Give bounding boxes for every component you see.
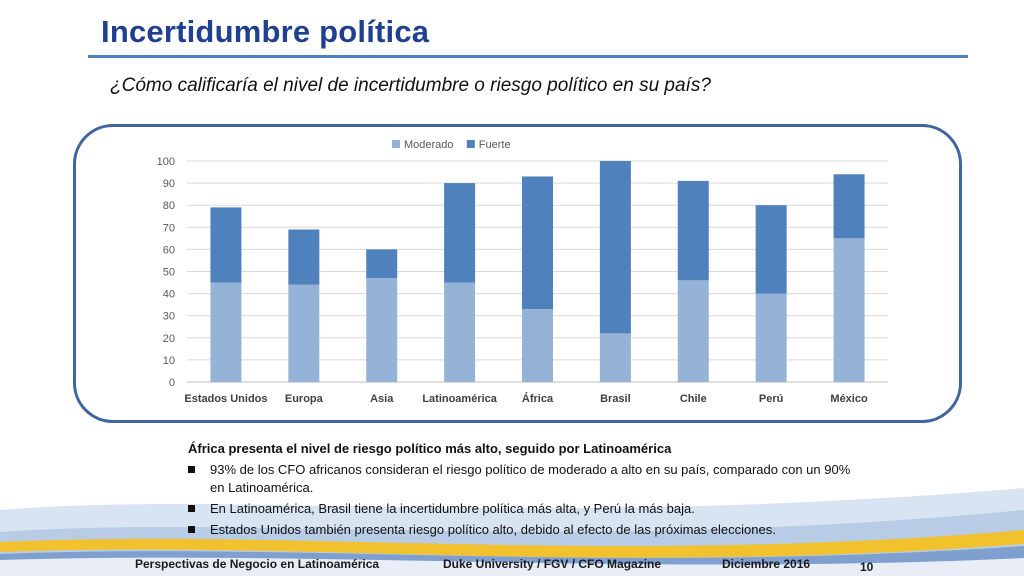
- decorative-swoosh: [0, 488, 1024, 576]
- x-tick-label: Latinoamérica: [422, 393, 497, 405]
- x-tick-label: Europa: [285, 393, 324, 405]
- bar-fuerte: [833, 174, 865, 239]
- summary-bullets: 93% de los CFO africanos consideran el r…: [188, 461, 868, 539]
- slide-title: Incertidumbre política: [101, 14, 430, 49]
- y-tick-label: 80: [163, 200, 175, 212]
- y-tick-label: 50: [163, 267, 175, 279]
- x-tick-label: África: [522, 392, 554, 405]
- footer: Perspectivas de Negocio en Latinoamérica…: [0, 552, 1024, 576]
- y-tick-label: 90: [163, 178, 175, 190]
- bullet-square-icon: [188, 505, 195, 512]
- y-tick-label: 70: [163, 222, 175, 234]
- bar-fuerte: [288, 229, 320, 285]
- legend-swatch: [392, 140, 400, 148]
- summary-heading: África presenta el nivel de riesgo polít…: [188, 441, 672, 456]
- bullet-item: 93% de los CFO africanos consideran el r…: [188, 461, 868, 497]
- bar-moderado: [210, 282, 242, 382]
- y-tick-label: 10: [163, 355, 175, 367]
- bar-fuerte: [366, 249, 398, 279]
- bar-moderado: [288, 284, 320, 382]
- bullet-square-icon: [188, 526, 195, 533]
- bar-fuerte: [599, 161, 631, 334]
- bar-fuerte: [210, 207, 242, 283]
- title-divider: [88, 55, 968, 58]
- bar-moderado: [522, 309, 553, 382]
- x-tick-label: Brasil: [600, 393, 631, 405]
- bar-fuerte: [444, 183, 476, 283]
- bar-moderado: [444, 282, 476, 382]
- summary-block: África presenta el nivel de riesgo polít…: [188, 441, 868, 542]
- bullet-text: Estados Unidos también presenta riesgo p…: [210, 522, 776, 537]
- bullet-text: En Latinoamérica, Brasil tiene la incert…: [210, 501, 695, 516]
- legend-swatch: [466, 140, 475, 148]
- x-tick-label: Chile: [680, 393, 707, 405]
- footer-left: Perspectivas de Negocio en Latinoamérica: [135, 557, 380, 571]
- bar-moderado: [599, 333, 631, 382]
- y-tick-label: 30: [163, 311, 175, 323]
- x-tick-label: Estados Unidos: [184, 393, 267, 405]
- x-tick-label: Asia: [370, 393, 394, 405]
- bullet-square-icon: [188, 466, 195, 473]
- y-tick-label: 40: [163, 289, 175, 301]
- x-tick-label: México: [830, 393, 868, 405]
- bar-fuerte: [677, 180, 709, 281]
- legend-label: Fuerte: [479, 139, 511, 151]
- legend-label: Moderado: [404, 139, 454, 151]
- survey-question: ¿Cómo calificaría el nivel de incertidum…: [110, 75, 711, 96]
- y-tick-label: 60: [163, 244, 175, 256]
- footer-center: Duke University / FGV / CFO Magazine: [443, 557, 662, 571]
- x-tick-label: Perú: [759, 393, 783, 405]
- bar-moderado: [833, 238, 865, 382]
- bar-moderado: [677, 280, 709, 382]
- y-tick-label: 20: [163, 333, 175, 345]
- page-number: 10: [860, 560, 874, 574]
- bar-fuerte: [522, 176, 553, 310]
- bullet-item: En Latinoamérica, Brasil tiene la incert…: [188, 500, 868, 518]
- bar-fuerte: [755, 205, 787, 294]
- bar-moderado: [755, 293, 787, 382]
- y-tick-label: 100: [157, 156, 175, 168]
- bullet-text: 93% de los CFO africanos consideran el r…: [210, 462, 851, 495]
- bullet-item: Estados Unidos también presenta riesgo p…: [188, 521, 868, 539]
- y-tick-label: 0: [169, 377, 175, 389]
- bar-moderado: [366, 278, 398, 382]
- footer-right: Diciembre 2016: [722, 557, 811, 571]
